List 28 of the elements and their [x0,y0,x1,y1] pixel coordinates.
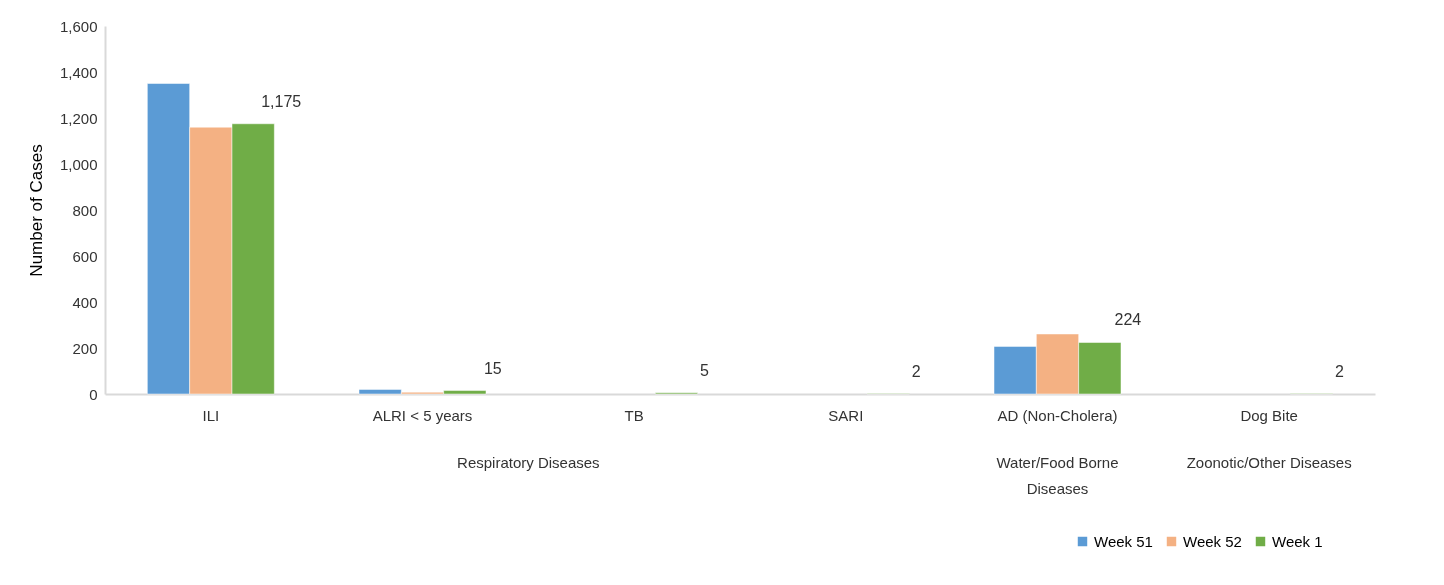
text: Zoonotic/Other Diseases [1186,454,1352,471]
y-tick-label: 800 [72,201,98,219]
text: Water/Food Borne Diseases [996,454,1119,497]
x-tick-label: ALRI < 5 years [372,406,473,424]
data-label: 2 [1335,362,1345,380]
legend-label: Week 1 [1272,532,1323,550]
y-tick-label: 0 [89,385,98,403]
y-tick-label: 200 [72,339,98,357]
data-label: 5 [700,361,710,379]
y-tick-label: 1,400 [59,63,98,81]
y-tick-label: 1,200 [59,109,98,127]
x-tick-label: ILI [202,406,220,424]
y-tick-label: 400 [72,293,98,311]
x-tick-label: SARI [828,406,864,424]
x-tick-label: AD (Non-Cholera) [997,406,1118,424]
data-label: 224 [1114,311,1142,329]
data-label: 15 [483,359,502,377]
legend-label: Week 51 [1094,532,1153,550]
text: Respiratory Diseases [457,454,600,471]
data-label: 2 [911,362,921,380]
y-tick-label: 1,600 [59,17,98,35]
legend-label: Week 52 [1183,532,1242,550]
data-label: 1,175 [261,92,302,110]
y-tick-label: 600 [72,247,98,265]
x-tick-label: Dog Bite [1240,406,1298,424]
y-axis-title: Number of Cases [26,144,46,277]
x-tick-label: TB [624,406,644,424]
y-tick-label: 1,000 [59,155,98,173]
